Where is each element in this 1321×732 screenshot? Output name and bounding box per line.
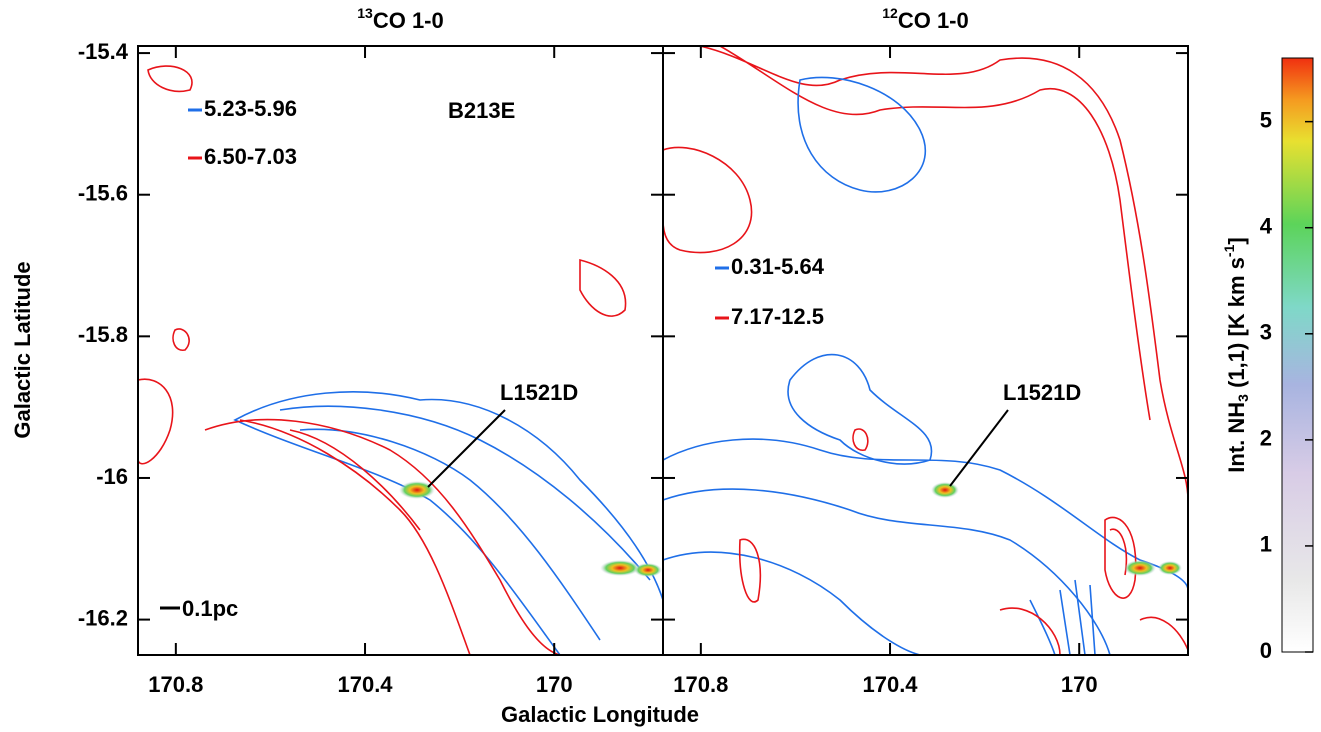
title-superscript: 12 xyxy=(882,5,898,21)
title-superscript: 13 xyxy=(357,5,373,21)
colorbar-tick-label: 3 xyxy=(1260,320,1272,345)
colorbar-tick-label: 2 xyxy=(1260,426,1272,451)
legend-label: 0.31-5.64 xyxy=(731,254,825,279)
region-label: B213E xyxy=(448,98,515,123)
title-text: CO 1-0 xyxy=(373,8,444,33)
x-tick-label: 170 xyxy=(1061,672,1098,697)
x-tick-label: 170 xyxy=(536,672,573,697)
colorbar-tick-label: 5 xyxy=(1260,107,1272,132)
scale-label: 0.1pc xyxy=(182,596,238,621)
colorbar xyxy=(1281,57,1314,653)
y-tick-label: -16.2 xyxy=(78,605,128,630)
leader-line xyxy=(949,409,1009,487)
x-tick-label: 170.8 xyxy=(148,672,203,697)
plot-frame xyxy=(662,45,1189,656)
x-tick-label: 170.4 xyxy=(862,672,918,697)
contour-map xyxy=(663,46,1188,655)
x-tick-label: 170.4 xyxy=(337,672,393,697)
y-tick-label: -16 xyxy=(96,464,128,489)
x-tick-label: 170.8 xyxy=(673,672,728,697)
contour-map xyxy=(138,65,663,655)
colorbar-label-part: 3 xyxy=(1235,394,1251,402)
legend-label: 7.17-12.5 xyxy=(731,304,824,329)
x-axis-label: Galactic Longitude xyxy=(501,702,699,727)
y-axis-label: Galactic Latitude xyxy=(10,261,35,438)
panel-title: 12CO 1-0 xyxy=(882,5,969,33)
source-label: L1521D xyxy=(500,380,578,405)
colorbar-label-part: -1 xyxy=(1221,244,1237,257)
panel-title: 13CO 1-0 xyxy=(357,5,444,33)
colorbar-tick-label: 4 xyxy=(1260,214,1273,239)
source-label: L1521D xyxy=(1003,380,1081,405)
y-tick-label: -15.4 xyxy=(78,39,129,64)
legend-label: 6.50-7.03 xyxy=(204,144,297,169)
colorbar-tick-label: 0 xyxy=(1260,638,1272,663)
colorbar-tick-label: 1 xyxy=(1260,532,1272,557)
title-text: CO 1-0 xyxy=(898,8,969,33)
colorbar-label-part: (1,1) [K km s xyxy=(1224,257,1249,394)
colorbar-label-part: Int. NH xyxy=(1224,402,1249,473)
leader-line xyxy=(427,409,506,488)
plot-frame xyxy=(137,45,664,656)
y-tick-label: -15.8 xyxy=(78,322,128,347)
colorbar-label-part: ] xyxy=(1224,237,1249,244)
colorbar-label: Int. NH3 (1,1) [K km s-1] xyxy=(1221,237,1251,472)
y-tick-label: -15.6 xyxy=(78,181,128,206)
legend-label: 5.23-5.96 xyxy=(204,96,297,121)
